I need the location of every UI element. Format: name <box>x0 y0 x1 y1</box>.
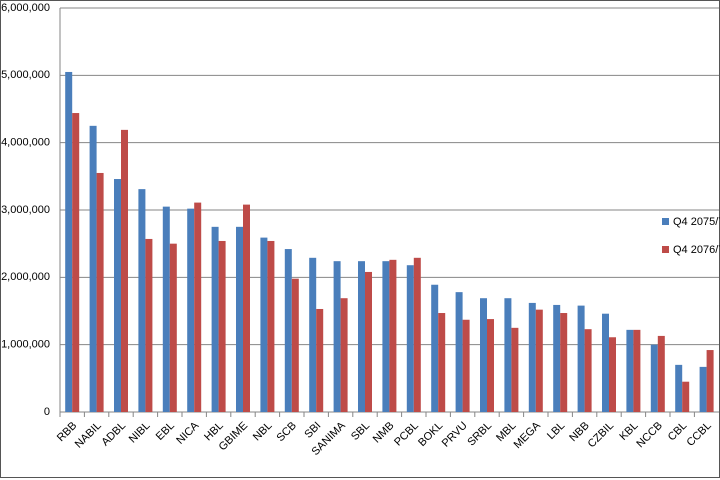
bar <box>145 238 153 412</box>
y-tick-label: 2,000,000 <box>1 271 50 283</box>
bar <box>626 329 634 412</box>
bar <box>284 249 292 412</box>
bar <box>480 298 487 412</box>
bar <box>462 319 470 412</box>
bar <box>699 366 707 412</box>
bar <box>89 125 97 412</box>
bar <box>340 298 348 412</box>
y-tick-label: 0 <box>44 406 50 418</box>
bar <box>316 308 324 412</box>
bar <box>682 381 690 412</box>
bar <box>553 304 561 412</box>
y-tick-label: 3,000,000 <box>1 204 50 216</box>
legend-label: Q4 2075/76 <box>673 216 720 228</box>
bar <box>413 257 421 412</box>
bar <box>291 278 299 412</box>
bar <box>267 240 275 412</box>
bar <box>584 329 592 412</box>
bar <box>633 329 641 412</box>
bar <box>218 240 226 412</box>
bar <box>609 337 616 412</box>
bar <box>535 309 543 412</box>
bar <box>560 313 568 412</box>
bar <box>438 313 446 412</box>
bar <box>675 364 683 412</box>
bar <box>260 237 268 412</box>
bar <box>243 204 250 412</box>
bar <box>365 271 372 412</box>
bar <box>65 71 73 412</box>
bar <box>333 261 341 412</box>
bar <box>72 113 80 412</box>
bar <box>602 313 609 412</box>
bar <box>650 344 658 412</box>
bar <box>211 226 219 412</box>
bar <box>504 298 512 412</box>
bar <box>162 206 170 412</box>
bar <box>431 284 439 412</box>
y-tick-label: 6,000,000 <box>1 2 50 14</box>
y-tick-label: 4,000,000 <box>1 137 50 149</box>
bar <box>528 302 536 412</box>
legend-label: Q4 2076/77 <box>673 244 720 256</box>
bar <box>706 350 714 412</box>
bar <box>187 208 195 412</box>
bar <box>358 261 365 412</box>
bar <box>169 243 177 412</box>
bar <box>487 319 494 412</box>
bar <box>389 259 397 412</box>
bar <box>511 327 519 412</box>
y-tick-label: 5,000,000 <box>1 69 50 81</box>
bar <box>236 226 243 412</box>
bar <box>194 202 202 412</box>
bar <box>382 261 390 412</box>
bar <box>121 129 128 412</box>
bar <box>309 257 317 412</box>
bar <box>455 292 463 412</box>
legend-swatch <box>662 218 669 225</box>
y-tick-label: 1,000,000 <box>1 339 50 351</box>
bar <box>96 172 104 412</box>
bar <box>406 265 414 412</box>
legend-swatch <box>662 246 669 253</box>
bar <box>138 189 146 412</box>
bar <box>577 305 585 412</box>
bar <box>657 335 665 412</box>
bar <box>114 179 121 412</box>
